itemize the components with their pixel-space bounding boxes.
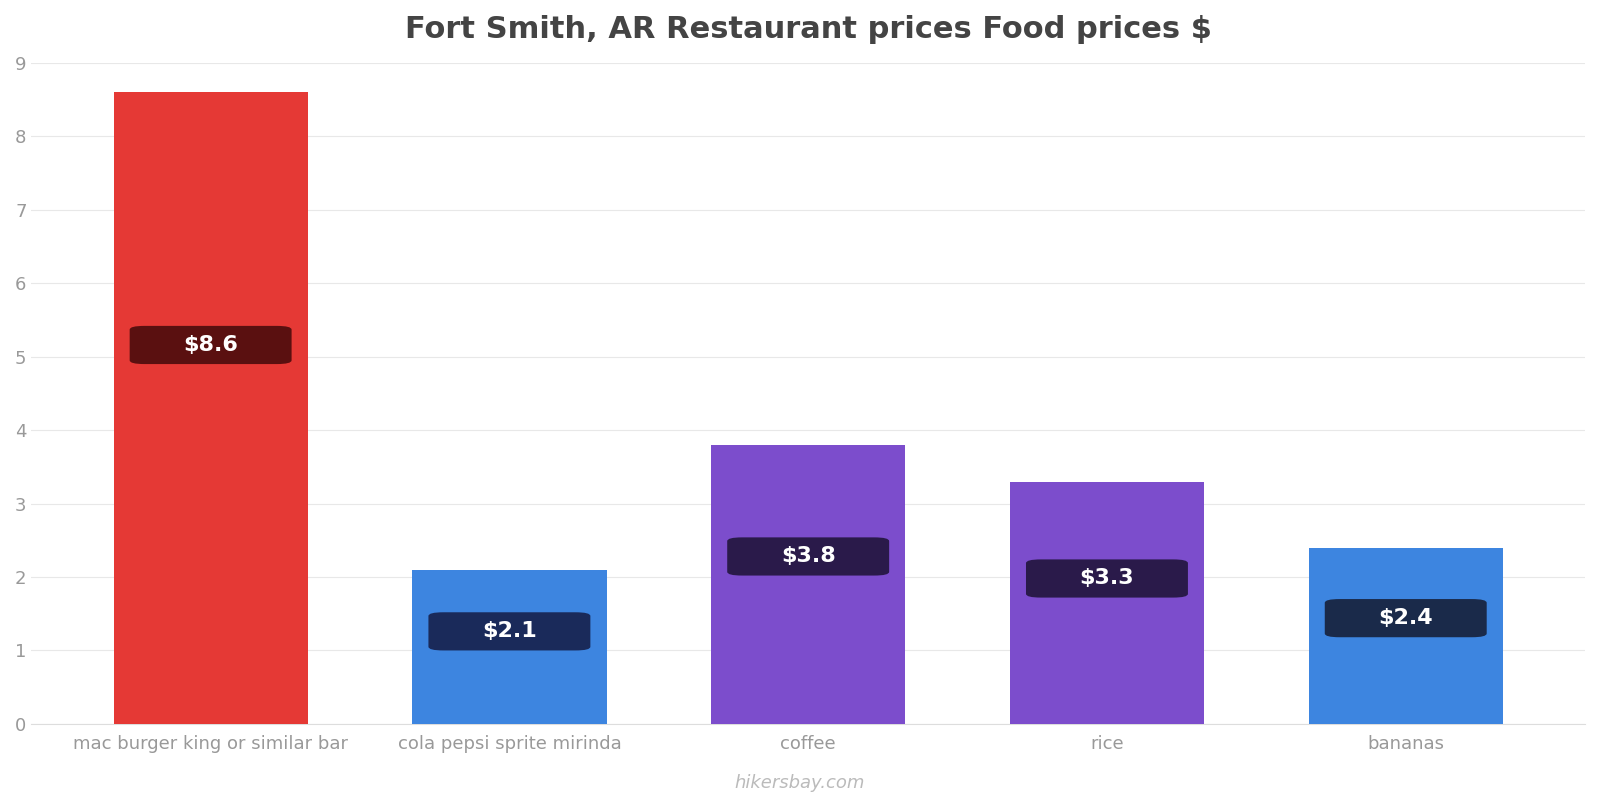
Text: $3.3: $3.3 (1080, 569, 1134, 589)
Text: hikersbay.com: hikersbay.com (734, 774, 866, 792)
Bar (114, 92, 307, 724)
Text: $8.6: $8.6 (182, 335, 238, 355)
Bar (413, 570, 606, 724)
Title: Fort Smith, AR Restaurant prices Food prices $: Fort Smith, AR Restaurant prices Food pr… (405, 15, 1211, 44)
Bar (1010, 482, 1205, 724)
Bar (1309, 548, 1502, 724)
Text: $2.4: $2.4 (1379, 608, 1434, 628)
Text: $2.1: $2.1 (482, 622, 536, 642)
FancyBboxPatch shape (429, 612, 590, 650)
FancyBboxPatch shape (1325, 599, 1486, 638)
FancyBboxPatch shape (130, 326, 291, 364)
Bar (710, 445, 906, 724)
Text: $3.8: $3.8 (781, 546, 835, 566)
FancyBboxPatch shape (1026, 559, 1187, 598)
FancyBboxPatch shape (728, 538, 890, 575)
